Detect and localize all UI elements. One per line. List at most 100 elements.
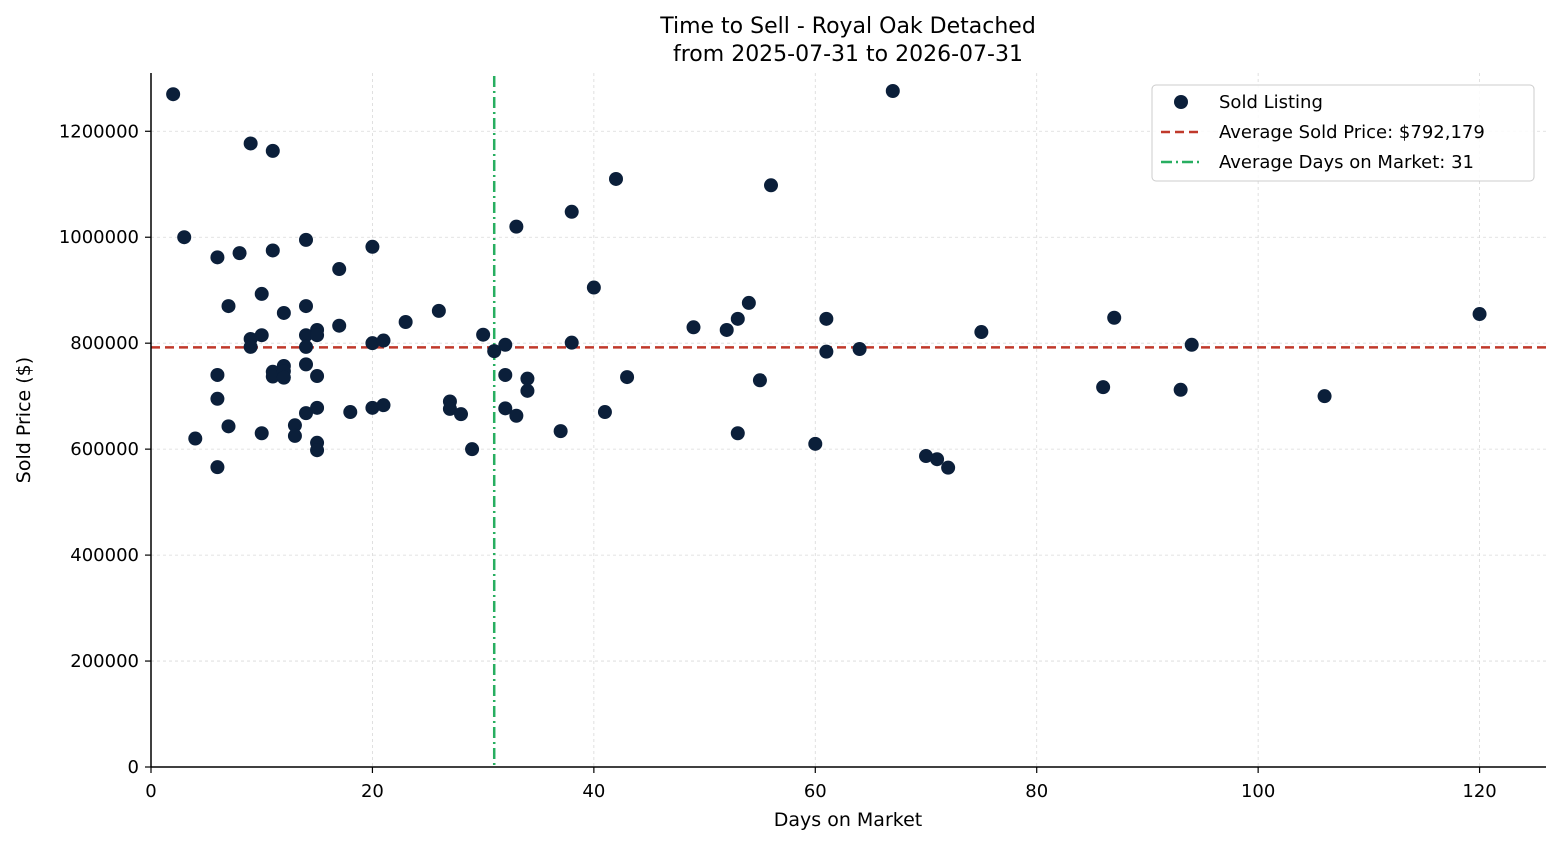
legend-label-average-price: Average Sold Price: $792,179	[1219, 122, 1485, 143]
data-point	[487, 344, 502, 359]
data-point	[310, 443, 325, 458]
data-point	[254, 426, 269, 441]
data-point	[564, 204, 579, 219]
data-point	[941, 460, 956, 475]
data-point	[299, 357, 313, 372]
data-point	[210, 391, 225, 406]
data-point	[1317, 389, 1332, 404]
x-tick-label: 100	[1241, 781, 1275, 802]
data-point	[299, 328, 313, 343]
data-point	[719, 322, 734, 337]
data-point	[332, 318, 347, 333]
data-point	[365, 400, 380, 415]
data-point	[376, 333, 391, 348]
data-point	[498, 337, 513, 352]
data-point	[265, 243, 280, 258]
data-point	[819, 311, 834, 326]
data-point	[454, 407, 468, 422]
data-point	[509, 408, 524, 423]
data-point	[1096, 380, 1111, 395]
y-tick-label: 1000000	[59, 227, 139, 248]
data-point	[243, 136, 258, 151]
data-point	[166, 87, 181, 102]
data-point	[597, 405, 612, 420]
data-point	[365, 336, 380, 351]
data-point	[221, 419, 236, 434]
data-point	[498, 367, 513, 382]
data-point	[752, 373, 767, 388]
data-point	[310, 369, 325, 384]
data-point	[310, 328, 325, 343]
data-point	[1472, 307, 1487, 322]
data-point	[332, 262, 347, 277]
data-point	[398, 314, 413, 329]
data-point	[819, 344, 834, 359]
data-point	[343, 405, 358, 420]
x-axis-ticks: 0 20 40 60 80 100 120	[145, 767, 1497, 802]
data-point	[287, 418, 302, 433]
legend-label-average-days: Average Days on Market: 31	[1219, 152, 1474, 173]
y-axis-label: Sold Price ($)	[13, 357, 35, 483]
chart-title: Time to Sell - Royal Oak Detached	[659, 14, 1036, 39]
x-axis-label: Days on Market	[774, 809, 922, 831]
data-point	[299, 406, 313, 421]
data-point	[254, 328, 269, 343]
data-point	[310, 400, 325, 415]
data-point	[730, 426, 745, 441]
data-point	[376, 398, 391, 413]
data-point	[852, 342, 867, 357]
data-point	[221, 299, 236, 314]
data-point	[365, 239, 380, 254]
data-point	[210, 367, 225, 382]
data-point	[299, 339, 313, 354]
data-point	[930, 452, 945, 467]
data-point	[564, 335, 579, 350]
data-point	[808, 436, 823, 451]
data-point	[885, 84, 900, 99]
x-tick-label: 20	[361, 781, 384, 802]
data-point	[299, 299, 313, 314]
data-point	[974, 325, 989, 340]
legend-label-sold-listing: Sold Listing	[1219, 92, 1323, 113]
chart-subtitle: from 2025-07-31 to 2026-07-31	[673, 42, 1023, 67]
y-tick-label: 800000	[70, 333, 139, 354]
x-tick-label: 60	[804, 781, 827, 802]
data-point	[299, 232, 313, 247]
data-point	[465, 442, 480, 457]
data-point	[520, 371, 535, 386]
y-tick-label: 0	[128, 757, 139, 778]
data-point	[210, 250, 225, 265]
data-point	[232, 246, 247, 261]
legend-frame	[1151, 84, 1535, 182]
data-point	[210, 460, 225, 475]
data-point	[265, 143, 280, 158]
data-point	[1184, 337, 1199, 352]
data-point	[620, 370, 635, 385]
data-point	[431, 303, 446, 318]
data-point	[254, 286, 269, 301]
data-point	[287, 428, 302, 443]
y-tick-label: 1200000	[59, 121, 139, 142]
y-tick-label: 600000	[70, 439, 139, 460]
data-point	[276, 305, 291, 320]
data-point	[730, 311, 745, 326]
data-point	[686, 320, 701, 335]
data-point	[243, 339, 258, 354]
data-point	[741, 295, 756, 310]
x-tick-label: 0	[145, 781, 156, 802]
data-point	[764, 178, 778, 193]
x-tick-label: 80	[1025, 781, 1048, 802]
data-point	[442, 401, 457, 416]
data-point	[188, 431, 203, 446]
x-tick-label: 40	[582, 781, 605, 802]
data-point	[520, 383, 535, 398]
data-point	[1107, 310, 1122, 325]
data-point	[476, 327, 491, 342]
y-axis-ticks: 0 200000 400000 600000 800000 1000000 1200000	[59, 121, 151, 778]
y-tick-label: 200000	[70, 651, 139, 672]
data-point	[177, 230, 192, 245]
data-point	[276, 370, 291, 385]
data-point	[1173, 382, 1188, 397]
legend: Sold Listing Average Sold Price: $792,17…	[1151, 84, 1535, 182]
